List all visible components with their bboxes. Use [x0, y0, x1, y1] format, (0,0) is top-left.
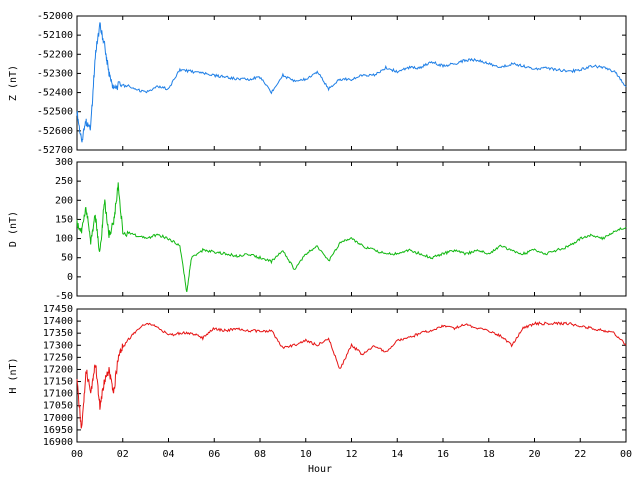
y-tick-label: 300 [55, 157, 73, 168]
series-line-1-0 [76, 182, 627, 293]
y-tick-label: 17150 [43, 377, 73, 388]
y-tick-label: -52400 [37, 88, 73, 99]
y-tick-label: 17000 [43, 413, 73, 424]
z-panel: -52000 -52100 -52200 -52300 -52400 -52500 -526… [8, 11, 627, 156]
y-tick-label: 17450 [43, 304, 73, 315]
y-tick-label: 250 [55, 176, 73, 187]
x-tick-label: 00 [620, 449, 632, 460]
y-tick-label: 17250 [43, 352, 73, 363]
y-axis-label: Z (nT) [8, 65, 19, 101]
y-tick-label: -50 [55, 291, 73, 302]
x-tick-label: 12 [345, 449, 357, 460]
x-tick-label: 00 [71, 449, 83, 460]
x-axis-ticks: 00 02 04 06 08 10 12 14 16 18 20 22 00 [71, 449, 632, 460]
x-tick-label: 06 [208, 449, 220, 460]
y-axis-label: H (nT) [8, 357, 19, 393]
y-tick-label: 17350 [43, 328, 73, 339]
y-tick-label: 16900 [43, 437, 73, 448]
y-tick-label: 0 [67, 272, 73, 283]
series-line-0-0 [76, 22, 627, 143]
x-tick-label: 16 [437, 449, 449, 460]
x-axis-label: Hour [308, 464, 332, 475]
plot-frame [76, 161, 627, 297]
y-tick-label: 16950 [43, 425, 73, 436]
series-line-2-0 [76, 321, 627, 429]
x-tick-label: 18 [483, 449, 495, 460]
d-panel: 300 250 200 150 100 50 0 -50 D (nT) [8, 157, 627, 302]
y-tick-label: 100 [55, 234, 73, 245]
y-tick-label: 17200 [43, 364, 73, 375]
y-tick-label: 150 [55, 214, 73, 225]
x-tick-label: 20 [528, 449, 540, 460]
y-tick-label: -52600 [37, 126, 73, 137]
x-tick-label: 14 [391, 449, 403, 460]
y-tick-label: 50 [61, 253, 73, 264]
y-tick-label: -52300 [37, 68, 73, 79]
y-tick-label: -52500 [37, 107, 73, 118]
x-tick-label: 10 [300, 449, 312, 460]
y-tick-label: 200 [55, 195, 73, 206]
y-tick-label: -52700 [37, 145, 73, 156]
y-tick-label: -52100 [37, 30, 73, 41]
y-tick-label: 17400 [43, 316, 73, 327]
y-tick-label: 17300 [43, 340, 73, 351]
y-tick-label: 17100 [43, 389, 73, 400]
x-tick-label: 22 [574, 449, 586, 460]
y-tick-label: -52200 [37, 49, 73, 60]
y-axis-label: D (nT) [8, 211, 19, 247]
x-tick-label: 02 [117, 449, 129, 460]
x-tick-label: 04 [162, 449, 174, 460]
y-tick-label: 17050 [43, 401, 73, 412]
x-tick-label: 08 [254, 449, 266, 460]
plot-frame [76, 15, 627, 151]
y-tick-label: -52000 [37, 11, 73, 22]
